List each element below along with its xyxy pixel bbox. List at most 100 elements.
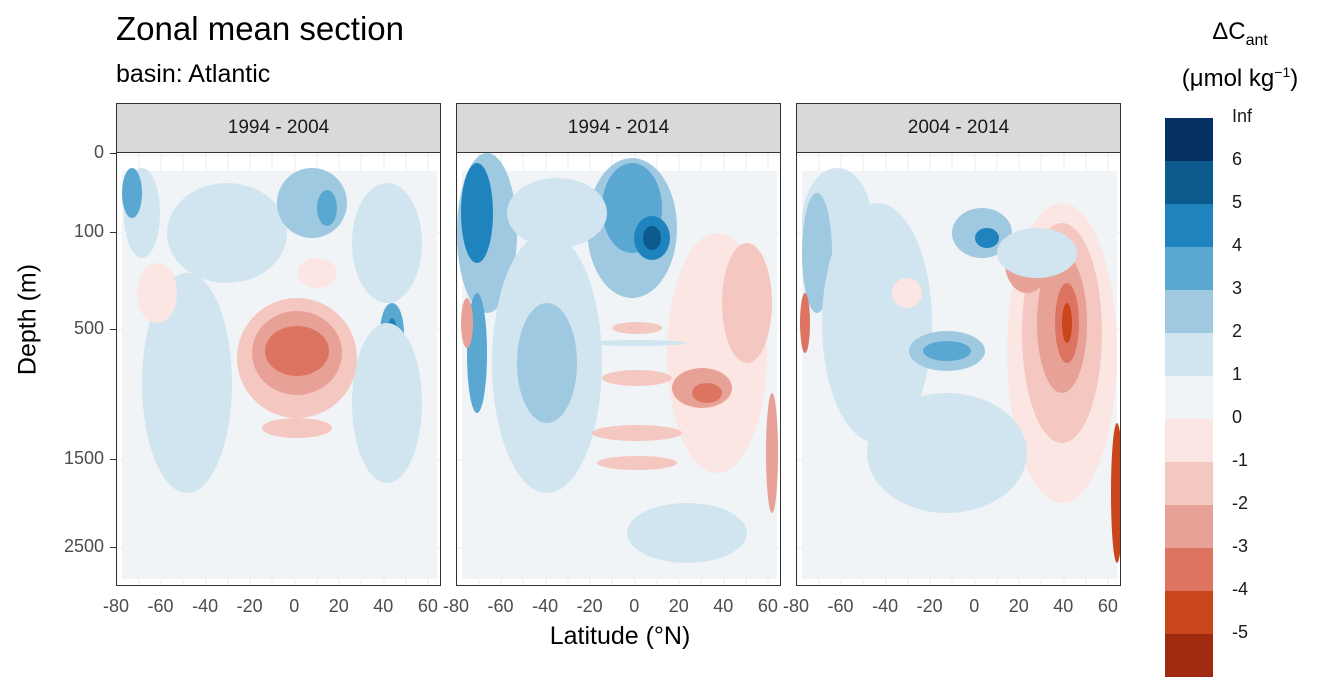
contour-region: [800, 293, 810, 353]
y-tick-label: 100: [73, 221, 104, 241]
x-tick-label: -20: [236, 596, 263, 616]
y-tick-label: 0: [93, 142, 104, 162]
contour-region: [461, 298, 473, 348]
legend-label: -3: [1232, 536, 1249, 556]
y-axis-label: Depth (m): [13, 263, 42, 376]
legend-swatch: [1165, 462, 1213, 505]
facet-strip-label: 1994 - 2004: [116, 103, 441, 153]
facet-plot-area: [456, 152, 781, 586]
x-tick-label: 60: [417, 596, 438, 616]
legend-swatch: [1165, 634, 1213, 677]
x-tick-label: -80: [102, 596, 130, 616]
legend-swatch: [1165, 118, 1213, 161]
contour-region: [597, 456, 677, 470]
contour-region: [167, 183, 287, 283]
y-tick-mark: [110, 232, 116, 233]
contour-region: [1062, 303, 1072, 343]
contour-region: [923, 341, 971, 361]
legend-unit: (μmol kg−1): [1181, 64, 1299, 92]
chart-title: Zonal mean section: [116, 10, 404, 47]
legend-swatch: [1165, 333, 1213, 376]
x-tick-label: 0: [969, 596, 980, 616]
x-tick-label: -20: [576, 596, 603, 616]
x-tick-label: -80: [782, 596, 810, 616]
contour-region: [822, 203, 932, 443]
x-tick-label: -40: [872, 596, 899, 616]
contour-region: [265, 326, 329, 376]
contour-region: [766, 393, 778, 513]
legend-label: -1: [1232, 450, 1249, 470]
contour-region: [352, 323, 422, 483]
legend-colorbar: [1165, 118, 1213, 677]
contour-region: [137, 263, 177, 323]
legend-swatch: [1165, 548, 1213, 591]
facet-strip-label: 2004 - 2014: [796, 103, 1121, 153]
contour-region: [602, 370, 672, 386]
contour-region: [643, 226, 661, 250]
legend-label: 4: [1232, 235, 1243, 255]
legend-swatch: [1165, 505, 1213, 548]
legend-label: 2: [1232, 321, 1243, 341]
x-tick-label: 40: [373, 596, 394, 616]
y-tick-label: 500: [73, 318, 104, 338]
y-tick-mark: [110, 153, 116, 154]
contour-region: [517, 303, 577, 423]
x-tick-label: 40: [713, 596, 734, 616]
legend-label: -5: [1232, 622, 1249, 642]
x-tick-label: 60: [1097, 596, 1118, 616]
x-tick-label: 20: [328, 596, 349, 616]
x-tick-label: -40: [192, 596, 219, 616]
x-tick-label: -60: [147, 596, 174, 616]
contour-region: [317, 190, 337, 226]
facet-panel-2: 1994 - 2014: [456, 103, 781, 586]
legend-title: ΔCant: [1212, 18, 1268, 49]
y-tick-label: 1500: [63, 448, 104, 468]
y-tick-mark: [110, 459, 116, 460]
facet-strip-label: 1994 - 2014: [456, 103, 781, 153]
legend-swatch: [1165, 376, 1213, 419]
x-tick-label: -60: [827, 596, 854, 616]
y-tick-mark: [110, 547, 116, 548]
x-tick-label: 40: [1053, 596, 1074, 616]
contour-region: [997, 228, 1077, 278]
legend-swatch: [1165, 591, 1213, 634]
facet-panel-1: 1994 - 2004: [116, 103, 441, 586]
legend-swatch: [1165, 161, 1213, 204]
x-tick-label: -40: [532, 596, 559, 616]
contour-region: [461, 163, 493, 263]
x-tick-label: 60: [757, 596, 778, 616]
contour-region: [262, 418, 332, 438]
x-tick-label: 0: [629, 596, 640, 616]
contour-region: [892, 278, 922, 308]
y-tick-label: 2500: [63, 536, 104, 556]
contour-region: [592, 425, 682, 441]
legend-label: -4: [1232, 579, 1249, 599]
legend-swatch: [1165, 247, 1213, 290]
contour-region: [627, 503, 747, 563]
contour-region: [352, 183, 422, 303]
legend-label: 3: [1232, 278, 1243, 298]
legend-label: 6: [1232, 149, 1243, 169]
contour-region: [692, 383, 722, 403]
x-tick-label: -20: [916, 596, 943, 616]
y-tick-mark: [110, 329, 116, 330]
contour-region: [142, 273, 232, 493]
contour-plot: [117, 153, 440, 585]
x-tick-label: 0: [289, 596, 300, 616]
contour-region: [612, 322, 662, 334]
x-tick-label: 20: [1008, 596, 1029, 616]
legend-swatch: [1165, 290, 1213, 333]
contour-region: [587, 340, 687, 346]
x-axis-label: Latitude (°N): [549, 622, 691, 650]
contour-region: [507, 178, 607, 248]
legend-label: 1: [1232, 364, 1243, 384]
contour-plot: [797, 153, 1120, 585]
facet-panel-3: 2004 - 2014: [796, 103, 1121, 586]
facet-plot-area: [116, 152, 441, 586]
contour-region: [722, 243, 772, 363]
contour-plot: [457, 153, 780, 585]
contour-region: [802, 193, 832, 313]
legend-label: Inf: [1232, 106, 1253, 126]
legend-label: -2: [1232, 493, 1249, 513]
contour-region: [1114, 443, 1120, 543]
